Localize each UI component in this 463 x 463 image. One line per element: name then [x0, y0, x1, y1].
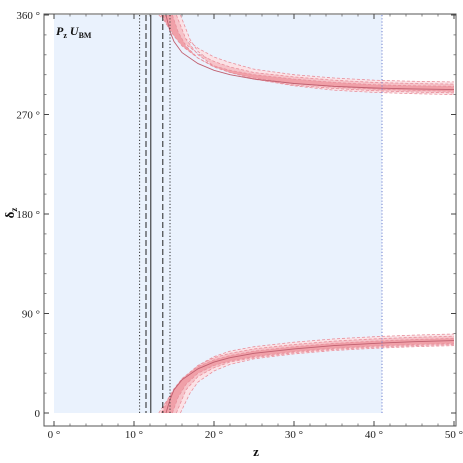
plot-frame [43, 13, 457, 427]
lower-band-inner-edge-1 [162, 338, 455, 414]
panel-label: Pz UBM [56, 24, 92, 40]
panel-label-p-sub: z [63, 31, 67, 40]
y-tick-label-0: 0 [35, 408, 41, 420]
ticks-layer: 0 ° 10 ° 20 ° 30 ° 40 ° 50 ° 0 90 ° 180 ° 270 ° 36… [16, 10, 463, 441]
upper-band-center-line [165, 14, 455, 91]
vertical-lines-layer [139, 15, 383, 413]
upper-band-inner-edge-2 [172, 14, 455, 92]
lower-band-layer [158, 333, 455, 414]
y-tick-label-2: 180 ° [16, 209, 40, 221]
y-tick-label-3: 270 ° [16, 110, 40, 122]
panel-label-u: U [70, 24, 80, 38]
lower-band-middle-edge-2 [176, 344, 455, 414]
upper-band-layer [158, 14, 455, 95]
frame-layer [43, 13, 457, 427]
allowed-region [54, 15, 382, 413]
x-tick-label-1: 10 ° [125, 429, 143, 441]
x-axis-title: z [253, 444, 259, 459]
lower-band-center-line [165, 340, 455, 414]
upper-band-inner-edge-1 [162, 14, 455, 87]
y-axis-title-main: δ [2, 211, 17, 218]
x-tick-label-4: 40 ° [365, 429, 383, 441]
x-tick-label-0: 0 ° [48, 429, 61, 441]
y-tick-label-4: 360 ° [16, 10, 40, 22]
allowed-region-layer [54, 15, 382, 413]
panel-label-u-sub: BM [79, 31, 92, 40]
x-tick-label-5: 50 ° [445, 429, 463, 441]
y-tick-label-1: 90 ° [22, 309, 40, 321]
y-axis-title-sub: z [9, 208, 19, 212]
upper-band-outer-edge-2 [180, 14, 455, 95]
panel-label-p: P [56, 24, 64, 38]
lower-band-outer-edge-2 [180, 345, 455, 414]
upper-band-inner [162, 15, 455, 92]
x-tick-label-2: 20 ° [205, 429, 223, 441]
y-axis-title: δz [2, 208, 19, 219]
x-tick-label-3: 30 ° [285, 429, 303, 441]
